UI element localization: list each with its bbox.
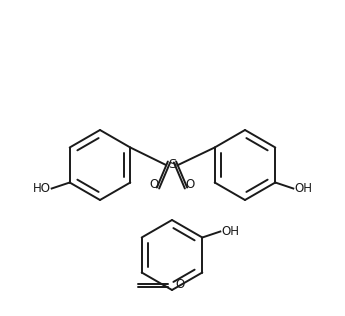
Text: O: O xyxy=(185,178,195,191)
Text: O: O xyxy=(149,178,159,191)
Text: S: S xyxy=(168,159,176,172)
Text: OH: OH xyxy=(294,182,312,195)
Text: O: O xyxy=(175,278,184,291)
Text: OH: OH xyxy=(221,225,239,238)
Text: HO: HO xyxy=(33,182,51,195)
